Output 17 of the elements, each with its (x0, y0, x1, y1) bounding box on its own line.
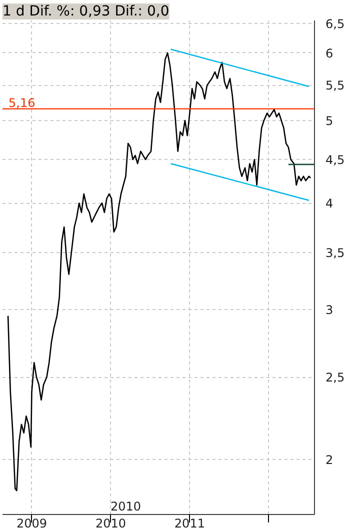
ref-line-label: 5,16 (8, 96, 36, 110)
annotation: 2010 (110, 500, 142, 514)
y-tick-label: 5 (326, 114, 334, 128)
x-tick-label: 2010 (95, 516, 126, 530)
x-tick-label: 2011 (174, 516, 205, 530)
y-tick-label: 3,5 (326, 246, 345, 260)
y-tick-label: 4,5 (326, 152, 345, 167)
y-tick-label: 4 (326, 196, 334, 211)
y-tick-label: 3 (326, 303, 334, 318)
line-series (7, 52, 312, 492)
x-tick-label: 2009 (16, 516, 48, 530)
y-tick-label: 2,5 (326, 370, 345, 385)
y-tick-label: 6 (326, 46, 334, 60)
chart-title: 1 d Dif. %: 0,93 Dif.: 0,0 (2, 4, 170, 20)
y-tick-label: 5,5 (326, 78, 345, 93)
y-tick-label: 6,5 (326, 16, 345, 31)
y-tick-label: 2 (326, 453, 334, 468)
